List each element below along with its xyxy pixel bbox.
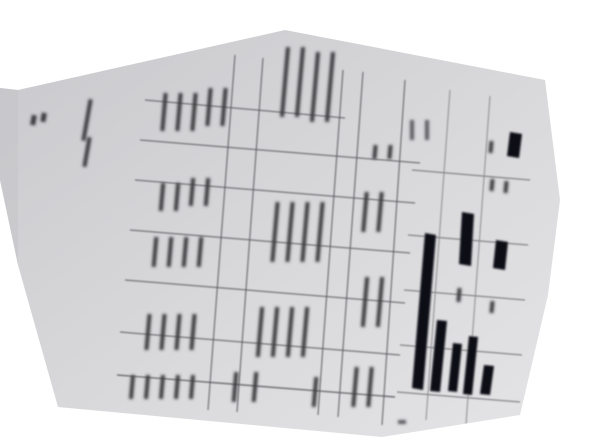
right-column-marks <box>398 120 429 424</box>
paper-sheet <box>0 30 560 437</box>
paper-shadow-edge <box>0 88 18 265</box>
bar-blocks <box>412 132 522 395</box>
blurred-text-marks <box>30 46 509 408</box>
